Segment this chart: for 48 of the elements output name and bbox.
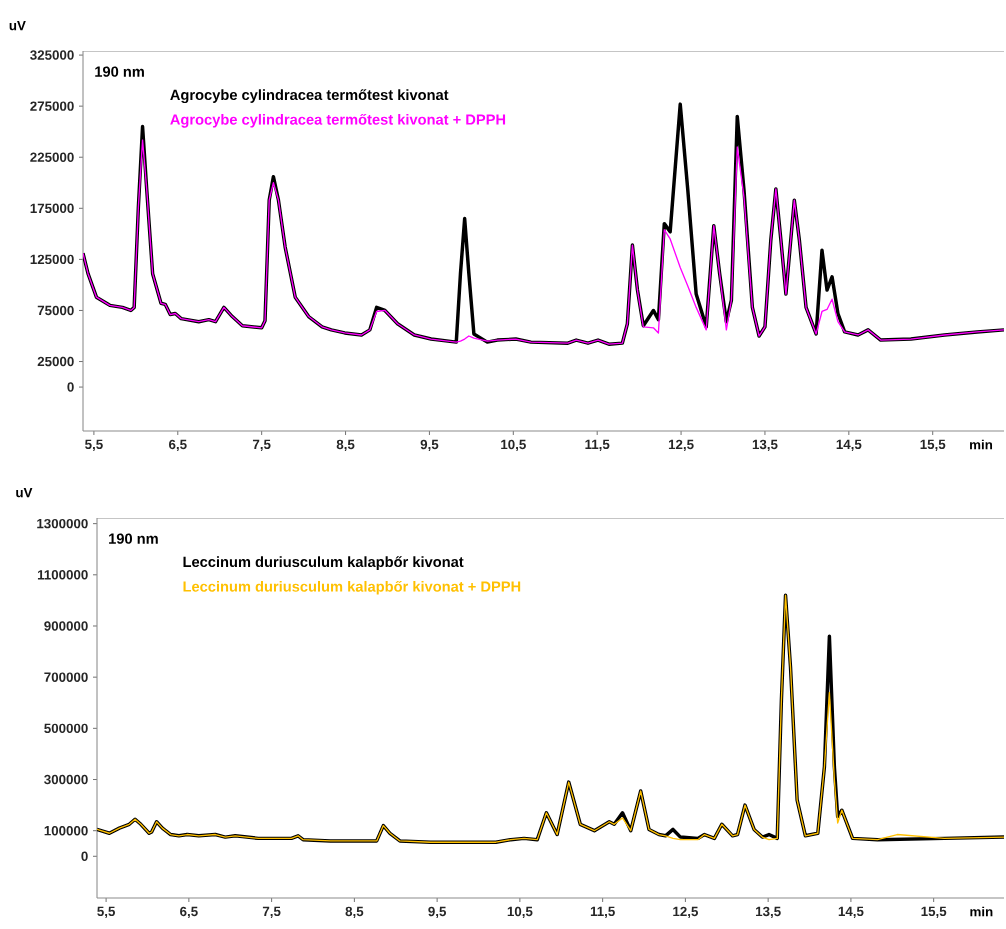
x-tick-label: 11,5 [590, 906, 615, 918]
y-tick-label: 100000 [44, 825, 88, 836]
x-tick-label: 8,5 [336, 439, 355, 452]
x-tick-label: 13,5 [752, 439, 778, 452]
y-tick-label: 1100000 [37, 570, 88, 580]
x-tick-label: 6,5 [169, 439, 187, 452]
x-tick-label: 15,5 [921, 906, 947, 918]
x-tick-label: 10,5 [501, 439, 526, 452]
y-tick-label: 325000 [30, 50, 74, 60]
x-tick-label: 6,5 [180, 906, 198, 919]
y-tick-label: 125000 [30, 254, 74, 265]
x-tick-label: 7,5 [252, 439, 271, 451]
y-tick-label: 500000 [44, 723, 88, 734]
y-tick-label: 900000 [44, 621, 88, 631]
y-tick-label: 175000 [30, 203, 74, 214]
x-tick-label: 12,5 [668, 439, 694, 452]
y-axis-title: uV [9, 20, 26, 31]
x-tick-label: 5,5 [97, 906, 116, 918]
annotation: 190 nm [109, 533, 158, 544]
x-tick-label: 7,5 [262, 906, 281, 918]
y-tick-label: 225000 [30, 152, 74, 162]
y-tick-label: 0 [81, 851, 88, 861]
x-tick-label: 5,5 [85, 439, 103, 451]
y-axis-title: uV [16, 487, 33, 498]
x-tick-label: 12,5 [673, 906, 699, 919]
x-tick-label: 8,5 [345, 906, 364, 919]
x-axis-title: min [970, 439, 993, 450]
text: Agrocybe cylindracea termőtest kivonat + DPPH [170, 113, 506, 128]
text: Leccinum duriusculum kalapbőr kivonat + DPPH [183, 580, 521, 595]
x-tick-label: 9,5 [420, 439, 439, 452]
y-tick-label: 300000 [44, 774, 88, 785]
x-tick-label: 11,5 [585, 439, 610, 451]
annotation: 190 nm [95, 66, 144, 77]
y-tick-label: 700000 [44, 672, 88, 682]
y-tick-label: 275000 [30, 101, 74, 111]
y-tick-label: 1300000 [37, 518, 88, 529]
x-tick-label: 10,5 [507, 906, 533, 919]
y-tick-label: 0 [67, 382, 74, 392]
x-tick-label: 14,5 [836, 439, 862, 451]
y-tick-label: 75000 [37, 305, 74, 316]
x-tick-label: 13,5 [756, 906, 781, 919]
x-tick-label: 15,5 [920, 439, 946, 451]
y-tick-label: 25000 [37, 356, 74, 367]
text: Agrocybe cylindracea termőtest kivonat [170, 89, 449, 103]
x-tick-label: 14,5 [838, 906, 864, 918]
x-tick-label: 9,5 [428, 906, 447, 919]
text: Leccinum duriusculum kalapbőr kivonat [183, 556, 464, 570]
x-axis-title: min [970, 906, 993, 917]
